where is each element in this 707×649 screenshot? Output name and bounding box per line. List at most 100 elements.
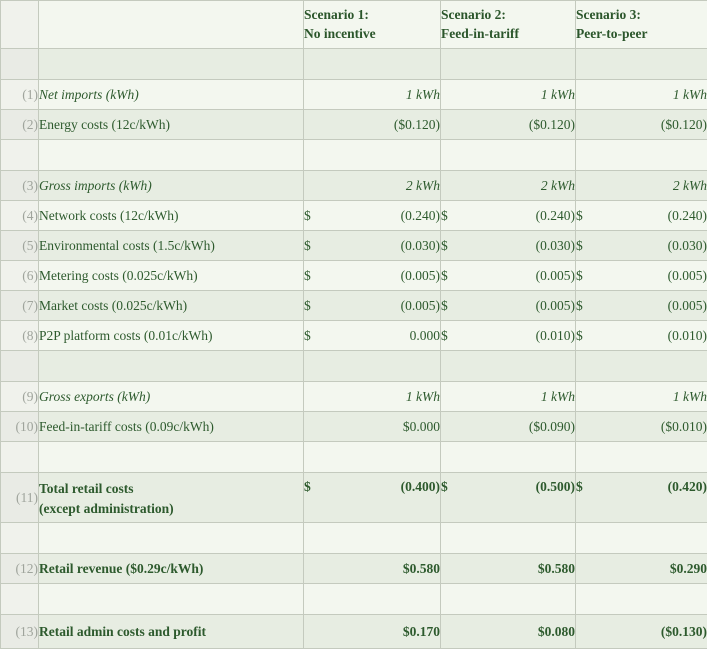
currency-symbol: $ — [304, 479, 311, 495]
value-cell: $(0.005) — [576, 291, 707, 321]
row-number: (7) — [1, 291, 39, 321]
table-row-retail-revenue: (12) Retail revenue ($0.29c/kWh) $0.580 … — [1, 554, 707, 584]
table-row-network-costs: (4) Network costs (12c/kWh) $(0.240) $(0… — [1, 201, 707, 231]
column-header-scenario-2: Scenario 2: Feed-in-tariff — [441, 1, 576, 49]
row-number: (4) — [1, 201, 39, 231]
row-number: (5) — [1, 231, 39, 261]
row-label: Market costs (0.025c/kWh) — [39, 291, 304, 321]
value-cell: $0.580 — [441, 554, 576, 584]
spacer-row — [1, 49, 707, 80]
value-cell: 2 kWh — [576, 171, 707, 201]
value-cell: 1 kWh — [304, 382, 441, 412]
row-label: Metering costs (0.025c/kWh) — [39, 261, 304, 291]
value-cell: 2 kWh — [441, 171, 576, 201]
currency-symbol: $ — [441, 298, 448, 314]
value-cell: ($0.120) — [304, 110, 441, 140]
table-row-market-costs: (7) Market costs (0.025c/kWh) $(0.005) $… — [1, 291, 707, 321]
table-row-p2p-platform-costs: (8) P2P platform costs (0.01c/kWh) $0.00… — [1, 321, 707, 351]
row-label: Net imports (kWh) — [39, 80, 304, 110]
value-cell: ($0.090) — [441, 412, 576, 442]
currency-symbol: $ — [441, 479, 448, 495]
value-cell: 1 kWh — [304, 80, 441, 110]
currency-symbol: $ — [441, 208, 448, 224]
label-header-cell — [39, 1, 304, 49]
value-cell: ($0.130) — [576, 615, 707, 649]
column-header-scenario-1: Scenario 1: No incentive — [304, 1, 441, 49]
row-number: (12) — [1, 554, 39, 584]
value-cell: $(0.240) — [576, 201, 707, 231]
value-cell: $(0.010) — [576, 321, 707, 351]
value-cell: $(0.240) — [441, 201, 576, 231]
table-row-environmental-costs: (5) Environmental costs (1.5c/kWh) $(0.0… — [1, 231, 707, 261]
currency-symbol: $ — [576, 208, 583, 224]
table-row-retail-admin-costs: (13) Retail admin costs and profit $0.17… — [1, 615, 707, 649]
row-label: Retail revenue ($0.29c/kWh) — [39, 554, 304, 584]
scenario-3-line2: Peer-to-peer — [576, 25, 707, 44]
row-label: P2P platform costs (0.01c/kWh) — [39, 321, 304, 351]
value-cell: $(0.500) — [441, 473, 576, 523]
row-label: Environmental costs (1.5c/kWh) — [39, 231, 304, 261]
table-row-feed-in-tariff-costs: (10) Feed-in-tariff costs (0.09c/kWh) $0… — [1, 412, 707, 442]
value-cell: 1 kWh — [441, 80, 576, 110]
row-number: (8) — [1, 321, 39, 351]
value-cell: $(0.005) — [304, 261, 441, 291]
row-number: (3) — [1, 171, 39, 201]
row-label: Energy costs (12c/kWh) — [39, 110, 304, 140]
value-cell: 1 kWh — [576, 80, 707, 110]
value-cell: $(0.005) — [441, 291, 576, 321]
currency-symbol: $ — [576, 238, 583, 254]
scenario-2-line1: Scenario 2: — [441, 6, 575, 25]
table-row-net-imports: (1) Net imports (kWh) 1 kWh 1 kWh 1 kWh — [1, 80, 707, 110]
value-cell: $(0.400) — [304, 473, 441, 523]
row-number: (11) — [1, 473, 39, 523]
value-cell: $(0.030) — [576, 231, 707, 261]
scenario-2-line2: Feed-in-tariff — [441, 25, 575, 44]
value-cell: $(0.005) — [304, 291, 441, 321]
row-number: (9) — [1, 382, 39, 412]
value-cell: $(0.030) — [441, 231, 576, 261]
currency-symbol: $ — [304, 328, 311, 344]
spacer-row — [1, 140, 707, 171]
spacer-row — [1, 523, 707, 554]
header-row: Scenario 1: No incentive Scenario 2: Fee… — [1, 1, 707, 49]
value-cell: 1 kWh — [441, 382, 576, 412]
value-cell: $(0.005) — [576, 261, 707, 291]
row-label-line2: (except administration) — [39, 499, 303, 519]
row-number: (1) — [1, 80, 39, 110]
currency-symbol: $ — [441, 268, 448, 284]
column-header-scenario-3: Scenario 3: Peer-to-peer — [576, 1, 707, 49]
currency-symbol: $ — [576, 268, 583, 284]
value-cell: $(0.030) — [304, 231, 441, 261]
currency-symbol: $ — [576, 298, 583, 314]
value-cell: $0.000 — [304, 321, 441, 351]
row-label: Gross exports (kWh) — [39, 382, 304, 412]
value-cell: $(0.240) — [304, 201, 441, 231]
value-cell: $0.170 — [304, 615, 441, 649]
table-row-gross-imports: (3) Gross imports (kWh) 2 kWh 2 kWh 2 kW… — [1, 171, 707, 201]
row-label: Gross imports (kWh) — [39, 171, 304, 201]
row-label: Feed-in-tariff costs (0.09c/kWh) — [39, 412, 304, 442]
scenario-1-line1: Scenario 1: — [304, 6, 440, 25]
currency-symbol: $ — [441, 238, 448, 254]
scenario-3-line1: Scenario 3: — [576, 6, 707, 25]
spacer-row — [1, 584, 707, 615]
currency-symbol: $ — [441, 328, 448, 344]
corner-cell — [1, 1, 39, 49]
table-row-gross-exports: (9) Gross exports (kWh) 1 kWh 1 kWh 1 kW… — [1, 382, 707, 412]
row-label: Total retail costs (except administratio… — [39, 473, 304, 523]
currency-symbol: $ — [304, 208, 311, 224]
table-row-metering-costs: (6) Metering costs (0.025c/kWh) $(0.005)… — [1, 261, 707, 291]
currency-symbol: $ — [304, 238, 311, 254]
currency-symbol: $ — [576, 479, 583, 495]
currency-symbol: $ — [304, 298, 311, 314]
table-row-total-retail-costs: (11) Total retail costs (except administ… — [1, 473, 707, 523]
row-number: (13) — [1, 615, 39, 649]
spacer-row — [1, 351, 707, 382]
row-number: (10) — [1, 412, 39, 442]
spacer-row — [1, 442, 707, 473]
value-cell: $0.580 — [304, 554, 441, 584]
value-cell: $(0.010) — [441, 321, 576, 351]
row-label: Retail admin costs and profit — [39, 615, 304, 649]
currency-symbol: $ — [576, 328, 583, 344]
